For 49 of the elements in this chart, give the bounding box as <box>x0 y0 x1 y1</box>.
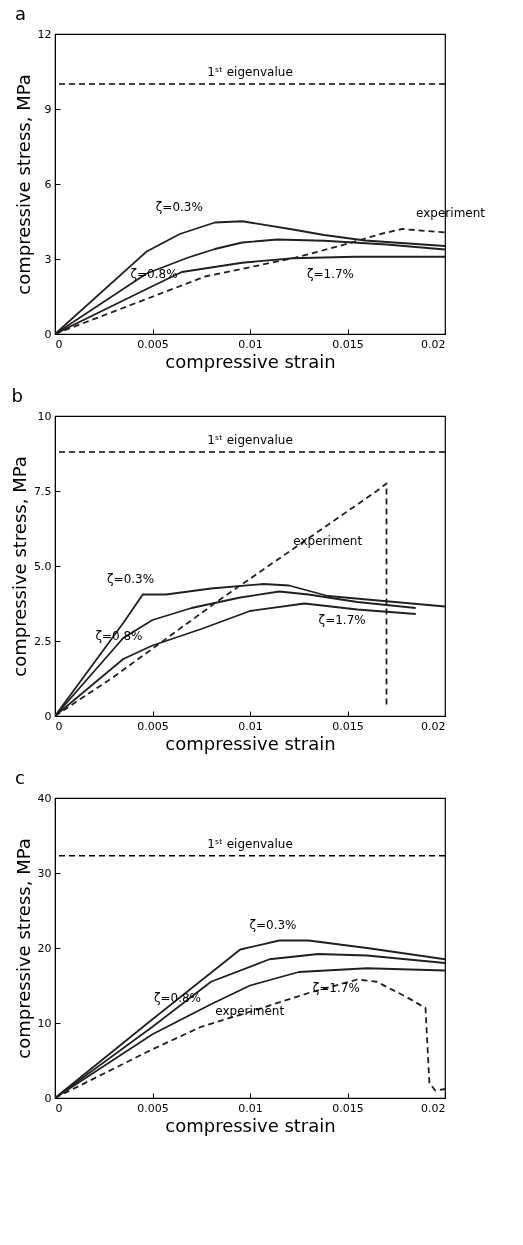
x-tick-label: 0.02 <box>421 1101 446 1115</box>
x-tick-label: 0.02 <box>421 719 446 733</box>
y-tick-label: 30 <box>37 866 52 880</box>
y-tick-label: 9 <box>44 102 52 116</box>
y-axis-title: compressive stress, MPa <box>12 74 34 295</box>
y-tick-label: 0 <box>44 709 52 723</box>
ref-line-label: 1ˢᵗ eigenvalue <box>207 65 293 79</box>
x-tick-label: 0.01 <box>238 337 263 351</box>
x-tick-label: 0.005 <box>137 719 169 733</box>
x-axis-title: compressive strain <box>165 350 336 372</box>
y-tick-label: 10 <box>37 409 52 423</box>
annotation: ζ=0.3% <box>155 199 203 214</box>
x-tick-label: 0.015 <box>332 1101 364 1115</box>
ref-line-label: 1ˢᵗ eigenvalue <box>207 433 293 447</box>
y-tick-label: 12 <box>37 27 52 41</box>
y-tick-label: 6 <box>44 177 52 191</box>
y-axis-title: compressive stress, MPa <box>12 838 34 1059</box>
y-tick-label: 0 <box>44 1091 52 1105</box>
x-tick-label: 0.005 <box>137 337 169 351</box>
x-tick-label: 0 <box>55 337 63 351</box>
x-tick-label: 0.005 <box>137 1101 169 1115</box>
y-tick-label: 2.5 <box>34 634 52 648</box>
y-tick-label: 40 <box>37 791 52 805</box>
y-axis-title: compressive stress, MPa <box>9 456 31 677</box>
x-tick-label: 0.015 <box>332 337 364 351</box>
annotation: experiment <box>215 1003 285 1018</box>
y-tick-label: 0 <box>44 327 52 341</box>
y-tick-label: 5.0 <box>34 559 52 573</box>
chart-title: a <box>15 3 27 24</box>
x-axis-title: compressive strain <box>165 732 336 754</box>
annotation: experiment <box>293 534 363 548</box>
x-tick-label: 0 <box>55 1101 63 1115</box>
annotation: ζ=0.3% <box>107 571 155 586</box>
y-tick-label: 7.5 <box>34 484 52 498</box>
y-tick-label: 20 <box>37 941 52 955</box>
ref-line-label: 1ˢᵗ eigenvalue <box>207 836 293 851</box>
chart-title: c <box>15 767 25 788</box>
x-tick-label: 0.01 <box>238 719 263 733</box>
x-axis-title: compressive strain <box>165 1114 336 1136</box>
x-tick-label: 0.01 <box>238 1101 263 1115</box>
annotation: ζ=0.3% <box>249 917 297 932</box>
x-tick-label: 0.02 <box>421 337 446 351</box>
y-tick-label: 10 <box>37 1016 52 1030</box>
x-tick-label: 0.015 <box>332 719 364 733</box>
x-tick-label: 0 <box>55 719 63 733</box>
y-tick-label: 3 <box>44 252 52 266</box>
annotation: ζ=1.7% <box>318 612 366 627</box>
annotation: ζ=1.7% <box>306 267 354 282</box>
chart-title: b <box>11 385 23 406</box>
